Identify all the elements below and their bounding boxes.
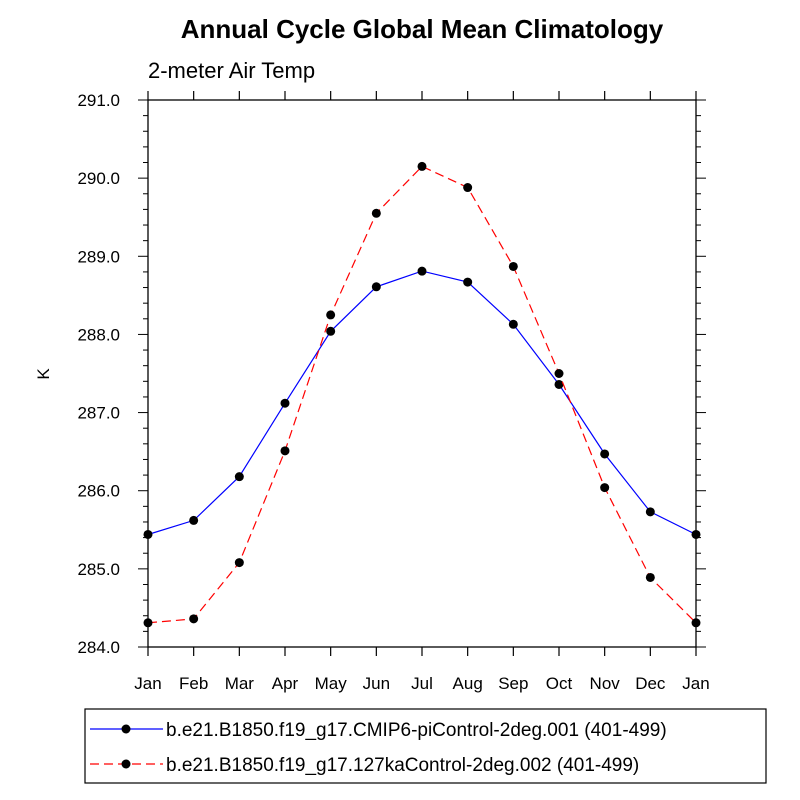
x-tick-label: Mar	[225, 674, 255, 693]
x-tick-label: Apr	[272, 674, 299, 693]
plot-frame	[147, 99, 697, 648]
series-line-2	[147, 165, 697, 624]
series-2-point	[508, 261, 518, 271]
x-tick-label: Dec	[635, 674, 666, 693]
series-2-point	[417, 161, 427, 171]
y-tick-label: 290.0	[77, 169, 120, 188]
series-2-point	[645, 572, 655, 582]
legend-label-2: b.e21.B1850.f19_g17.127kaControl-2deg.00…	[166, 755, 639, 776]
series-1-point	[417, 266, 427, 276]
x-tick-label: Jun	[363, 674, 390, 693]
legend-marker-1	[121, 724, 131, 734]
series-1-point	[691, 529, 701, 539]
legend-box	[84, 708, 767, 784]
y-tick-label: 289.0	[77, 247, 120, 266]
series-1-point	[554, 379, 564, 389]
series-1-point	[326, 326, 336, 336]
plot-area: Jan Feb Mar Apr May Jun Jul Aug Sep Oct Nov Dec Jan 2…	[77, 91, 710, 693]
legend: b.e21.B1850.f19_g17.CMIP6-piControl-2deg…	[84, 708, 767, 784]
series-1-point	[234, 472, 244, 482]
x-tick-label: Feb	[179, 674, 208, 693]
series-2-point	[600, 483, 610, 493]
x-tick-label: May	[315, 674, 348, 693]
series-line-1	[147, 270, 697, 536]
chart-title: Annual Cycle Global Mean Climatology	[181, 14, 664, 44]
series-1-point	[280, 398, 290, 408]
x-tick-label: Aug	[453, 674, 483, 693]
series-2-point	[463, 183, 473, 193]
y-tick-label: 284.0	[77, 638, 120, 657]
y-tick-label: 288.0	[77, 325, 120, 344]
series-1-point	[508, 319, 518, 329]
series-1-point	[371, 282, 381, 292]
series-2-point	[234, 558, 244, 568]
series-2-point	[691, 618, 701, 628]
x-tick-label: Sep	[498, 674, 528, 693]
y-axis-label: K	[34, 368, 53, 380]
x-tick-label: Oct	[546, 674, 573, 693]
y-tick-label: 291.0	[77, 91, 120, 110]
series-1-point	[143, 529, 153, 539]
series-2-point	[554, 369, 564, 378]
y-tick-label: 286.0	[77, 482, 120, 501]
legend-label-1: b.e21.B1850.f19_g17.CMIP6-piControl-2deg…	[166, 720, 667, 741]
legend-marker-2	[121, 759, 131, 769]
series-2-point	[189, 614, 199, 624]
series-2-point	[280, 446, 290, 456]
series-1-point	[600, 449, 610, 459]
x-tick-label: Jul	[411, 674, 433, 693]
x-tick-label: Nov	[590, 674, 621, 693]
series-2-point	[371, 208, 381, 218]
y-tick-label: 287.0	[77, 404, 120, 423]
x-tick-label: Jan	[134, 674, 161, 693]
series-2-point	[143, 618, 153, 628]
y-tick-label: 285.0	[77, 560, 120, 579]
chart-subtitle: 2-meter Air Temp	[148, 58, 315, 83]
series-1-point	[645, 507, 655, 517]
series-2-point	[326, 310, 336, 320]
series-1-point	[463, 277, 473, 287]
x-tick-label: Jan	[682, 674, 709, 693]
series-1-point	[189, 515, 199, 525]
